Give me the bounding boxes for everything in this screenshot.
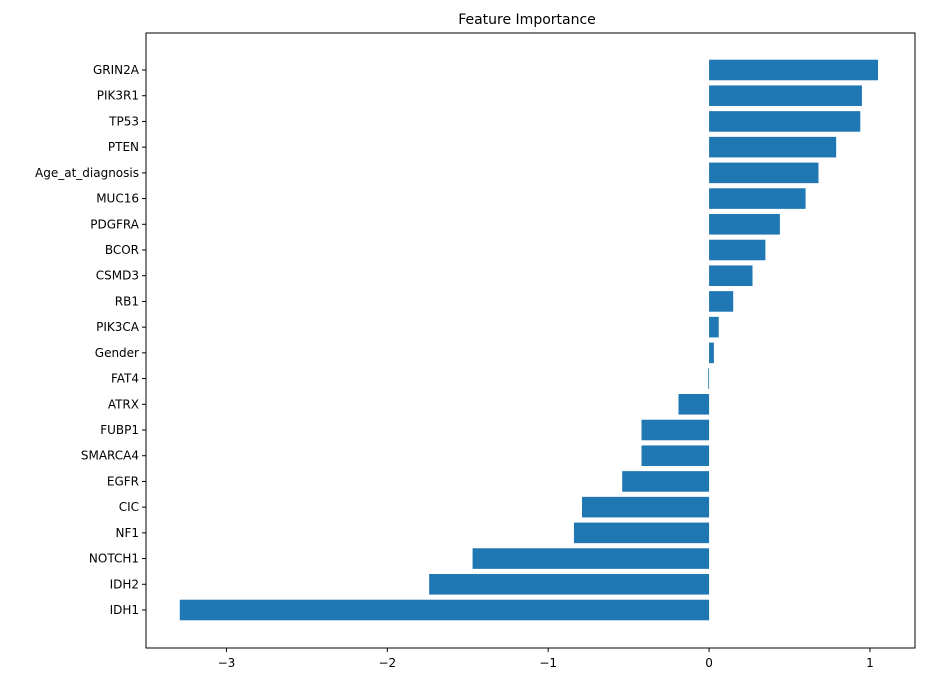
y-tick-label: CSMD3 bbox=[96, 269, 139, 283]
y-tick-label: PDGFRA bbox=[90, 217, 140, 231]
bar-bcor bbox=[709, 239, 766, 261]
bar-nf1 bbox=[573, 522, 710, 544]
y-tick-label: BCOR bbox=[105, 243, 139, 257]
y-tick-label: IDH2 bbox=[110, 577, 139, 591]
x-tick-label: 0 bbox=[705, 656, 713, 670]
bar-idh1 bbox=[179, 599, 710, 621]
y-tick-label: ATRX bbox=[108, 397, 139, 411]
bar-egfr bbox=[622, 471, 710, 492]
y-tick-label: PIK3CA bbox=[96, 320, 140, 334]
bar-notch1 bbox=[472, 548, 710, 569]
bars-group bbox=[179, 59, 878, 621]
y-tick-label: SMARCA4 bbox=[81, 449, 139, 463]
x-tick-label: 1 bbox=[866, 656, 874, 670]
y-tick-label: PTEN bbox=[108, 140, 139, 154]
y-tick-label: RB1 bbox=[115, 294, 139, 308]
bar-gender bbox=[709, 342, 714, 364]
chart-title: Feature Importance bbox=[458, 12, 596, 28]
bar-csmd3 bbox=[709, 265, 753, 286]
plot-frame bbox=[145, 32, 916, 649]
y-tick-label: MUC16 bbox=[96, 192, 139, 206]
y-tick-label: Gender bbox=[95, 346, 139, 360]
y-tick-label: Age_at_diagnosis bbox=[35, 166, 139, 180]
y-tick-label: GRIN2A bbox=[93, 63, 140, 77]
y-tick-label: NOTCH1 bbox=[89, 552, 139, 566]
y-tick-label: TP53 bbox=[108, 114, 139, 128]
bar-tp53 bbox=[709, 111, 861, 132]
bar-rb1 bbox=[709, 291, 734, 312]
bar-age-at-diagnosis bbox=[709, 162, 819, 184]
x-tick-label: −1 bbox=[539, 656, 557, 670]
bar-pten bbox=[709, 136, 837, 158]
bar-atrx bbox=[678, 394, 710, 415]
y-axis: GRIN2A PIK3R1 TP53 PTEN Age_at_diagnosis MUC1… bbox=[35, 63, 146, 617]
bar-smarca4 bbox=[641, 445, 710, 466]
y-tick-label: CIC bbox=[119, 500, 139, 514]
bar-fat4 bbox=[708, 368, 710, 389]
y-tick-label: IDH1 bbox=[110, 603, 139, 617]
y-tick-label: EGFR bbox=[107, 474, 139, 488]
bar-grin2a bbox=[709, 59, 878, 81]
bar-cic bbox=[581, 496, 710, 518]
bar-pik3r1 bbox=[709, 85, 862, 106]
y-tick-label: FAT4 bbox=[111, 372, 139, 386]
bar-idh2 bbox=[429, 574, 710, 595]
bar-pdgfra bbox=[709, 214, 780, 235]
bar-fubp1 bbox=[641, 419, 710, 441]
y-tick-label: FUBP1 bbox=[100, 423, 139, 437]
x-tick-label: −2 bbox=[378, 656, 396, 670]
x-tick-label: −3 bbox=[218, 656, 236, 670]
y-tick-label: PIK3R1 bbox=[97, 89, 139, 103]
x-axis: −3 −2 −1 0 1 bbox=[218, 648, 874, 670]
bar-muc16 bbox=[709, 188, 806, 209]
y-tick-label: NF1 bbox=[115, 526, 139, 540]
bar-pik3ca bbox=[709, 316, 719, 338]
